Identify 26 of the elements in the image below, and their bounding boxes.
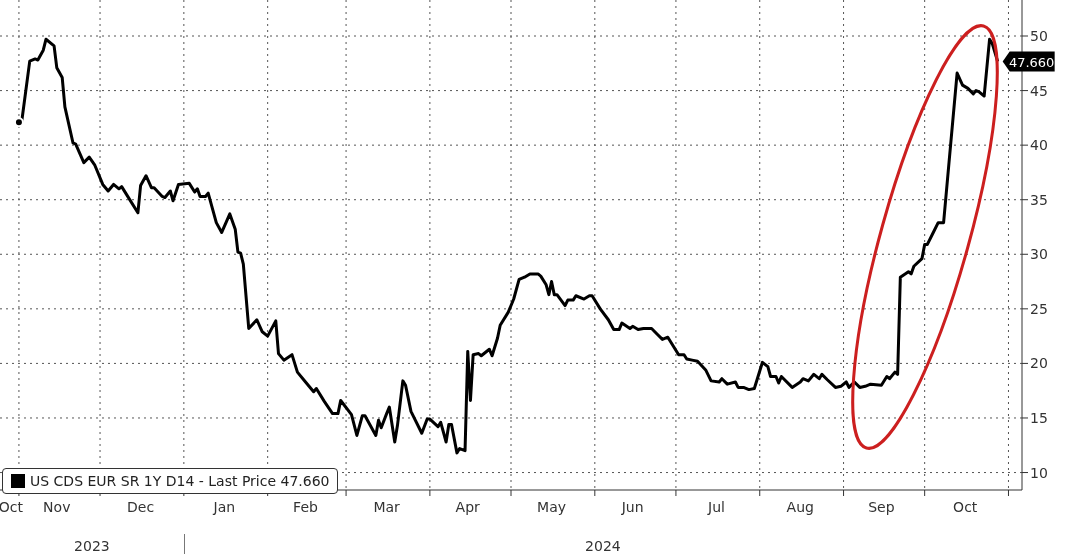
- y-tick-label: 20: [1030, 355, 1048, 372]
- x-tick-label: Dec: [127, 499, 155, 515]
- x-tick-label: Apr: [455, 499, 481, 515]
- y-tick-label: 45: [1030, 82, 1048, 99]
- x-tick-label: Jun: [620, 499, 644, 515]
- x-tick-label: Feb: [293, 499, 319, 515]
- x-tick-label: Mar: [373, 499, 401, 515]
- x-tick-label: Oct: [953, 499, 978, 515]
- data-label: 47.660: [1008, 54, 1055, 70]
- y-tick-label: 10: [1030, 464, 1048, 481]
- legend-label: US CDS EUR SR 1Y D14 - Last Price 47.660: [30, 473, 330, 489]
- y-tick-label: 35: [1030, 191, 1048, 208]
- x-tick-label: Jul: [707, 499, 725, 515]
- y-tick-label: 15: [1030, 409, 1048, 426]
- x-tick-label: May: [537, 499, 567, 515]
- y-tick-label: 30: [1030, 246, 1048, 263]
- text: 2024: [584, 538, 622, 554]
- y-tick-label: 40: [1030, 137, 1048, 154]
- y-tick-label: 25: [1030, 300, 1048, 317]
- text: 2023: [73, 538, 111, 554]
- x-tick-label: Nov: [43, 499, 71, 515]
- x-tick-label: Jan: [212, 499, 236, 515]
- x-tick-label: Sep: [868, 499, 895, 515]
- x-tick-label: Aug: [786, 499, 814, 515]
- x-tick-label: Oct: [0, 499, 24, 515]
- y-tick-label: 50: [1030, 27, 1048, 44]
